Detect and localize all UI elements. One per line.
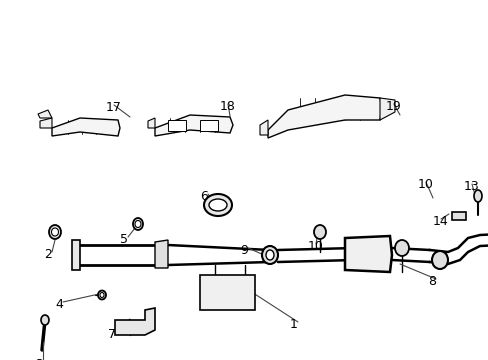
Polygon shape xyxy=(260,120,267,135)
Bar xyxy=(451,212,465,220)
Ellipse shape xyxy=(473,190,481,202)
Polygon shape xyxy=(155,240,168,268)
Ellipse shape xyxy=(431,251,447,269)
Polygon shape xyxy=(72,240,80,270)
Ellipse shape xyxy=(208,199,226,211)
Ellipse shape xyxy=(394,240,408,256)
Text: 6: 6 xyxy=(200,190,207,203)
Polygon shape xyxy=(40,118,52,128)
Ellipse shape xyxy=(49,225,61,239)
Ellipse shape xyxy=(100,292,104,297)
Bar xyxy=(200,120,218,131)
Text: 10: 10 xyxy=(417,178,433,191)
Text: 4: 4 xyxy=(55,298,63,311)
Ellipse shape xyxy=(313,225,325,239)
Polygon shape xyxy=(379,98,394,120)
Ellipse shape xyxy=(262,246,278,264)
Bar xyxy=(200,275,254,310)
Ellipse shape xyxy=(133,218,142,230)
Text: 5: 5 xyxy=(120,233,128,246)
Ellipse shape xyxy=(51,228,59,236)
Text: 3: 3 xyxy=(35,358,43,360)
Text: 14: 14 xyxy=(432,215,448,228)
Polygon shape xyxy=(38,110,52,118)
Text: 7: 7 xyxy=(108,328,116,341)
Text: 10: 10 xyxy=(307,240,323,253)
Text: 8: 8 xyxy=(427,275,435,288)
Text: 17: 17 xyxy=(106,101,122,114)
Ellipse shape xyxy=(41,315,49,325)
Ellipse shape xyxy=(135,220,141,228)
Text: 19: 19 xyxy=(385,100,401,113)
Ellipse shape xyxy=(98,291,106,300)
Ellipse shape xyxy=(265,250,273,260)
Polygon shape xyxy=(115,308,155,335)
Polygon shape xyxy=(267,95,381,138)
Polygon shape xyxy=(155,115,232,136)
Text: 9: 9 xyxy=(240,244,247,257)
Text: 18: 18 xyxy=(220,100,235,113)
Text: 1: 1 xyxy=(289,318,297,331)
Ellipse shape xyxy=(203,194,231,216)
Bar xyxy=(168,120,185,131)
Text: 2: 2 xyxy=(44,248,52,261)
Polygon shape xyxy=(52,118,120,136)
Text: 13: 13 xyxy=(463,180,479,193)
Polygon shape xyxy=(345,236,391,272)
Polygon shape xyxy=(148,118,155,128)
